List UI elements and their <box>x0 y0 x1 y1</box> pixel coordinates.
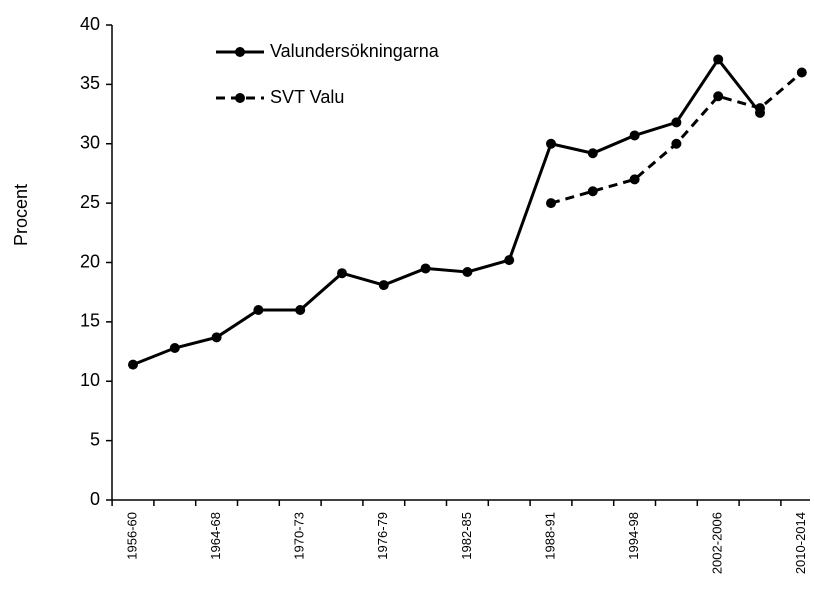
series-marker <box>546 198 556 209</box>
series-marker <box>128 359 138 370</box>
legend-label: Valundersökningarna <box>270 41 440 61</box>
x-tick-label: 2002-2006 <box>710 512 725 574</box>
x-tick-label: 1988-91 <box>542 512 557 560</box>
y-tick-label: 20 <box>80 251 100 271</box>
x-tick-label: 1976-79 <box>375 512 390 560</box>
series-marker <box>587 148 598 159</box>
series-marker <box>755 103 765 114</box>
series-marker <box>546 138 556 149</box>
series-marker <box>504 255 515 266</box>
series-marker <box>629 130 640 141</box>
legend-label: SVT Valu <box>270 87 344 107</box>
series-marker <box>378 280 389 291</box>
y-tick-label: 35 <box>80 73 100 93</box>
y-axis-label: Procent <box>11 184 31 246</box>
series-marker <box>169 343 180 353</box>
x-tick-label: 1994-98 <box>626 512 641 560</box>
legend-marker <box>235 47 245 57</box>
y-tick-label: 0 <box>90 489 100 509</box>
series-marker <box>713 91 724 102</box>
series-marker <box>671 138 682 149</box>
x-tick-label: 1982-85 <box>459 512 474 560</box>
series-marker <box>462 267 473 277</box>
y-tick-label: 25 <box>80 192 100 212</box>
series-marker <box>337 268 347 279</box>
legend-marker <box>235 93 245 103</box>
series-marker <box>295 305 306 315</box>
series-marker <box>587 186 598 197</box>
y-tick-label: 10 <box>80 370 100 390</box>
series-line <box>132 56 762 367</box>
x-tick-label: 2010-2014 <box>793 512 808 574</box>
y-tick-label: 40 <box>80 14 100 34</box>
series-marker <box>629 174 640 185</box>
y-tick-label: 15 <box>80 311 100 331</box>
series-marker <box>796 67 807 78</box>
series-marker <box>211 332 222 343</box>
series-marker <box>253 305 264 315</box>
x-tick-label: 1956-60 <box>124 512 139 560</box>
series-line <box>550 71 803 205</box>
x-tick-label: 1964-68 <box>208 512 223 560</box>
y-tick-label: 30 <box>80 133 100 153</box>
series-marker <box>713 54 724 65</box>
y-tick-label: 5 <box>90 429 100 449</box>
x-tick-label: 1970-73 <box>292 512 307 560</box>
series-marker <box>420 263 431 274</box>
series-marker <box>671 117 682 128</box>
